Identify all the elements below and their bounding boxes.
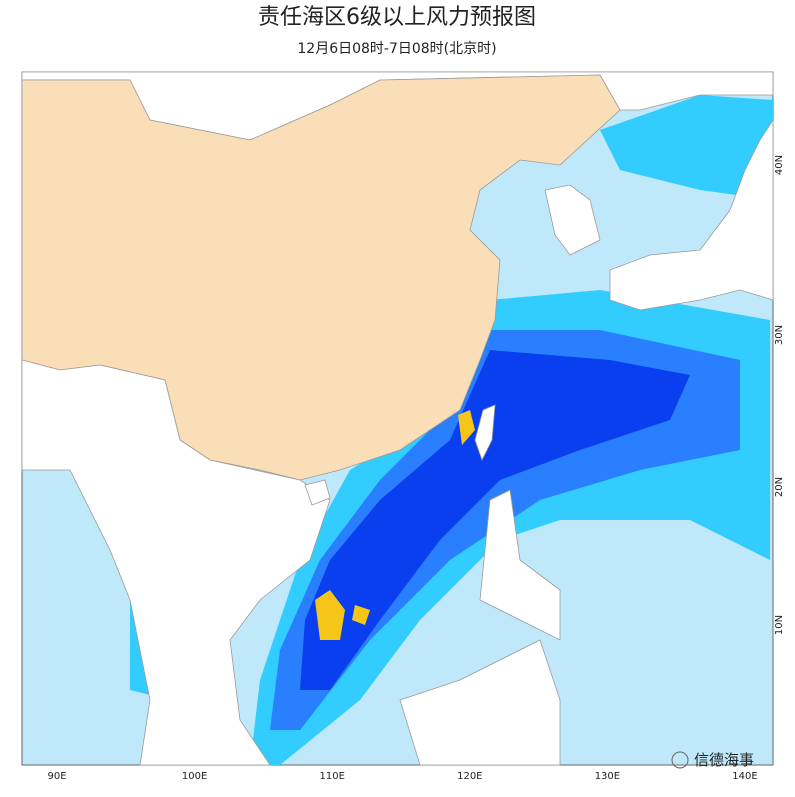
lon-label: 130E — [595, 771, 620, 782]
watermark: 信德海事 — [694, 751, 754, 769]
lon-label: 100E — [182, 771, 207, 782]
wind-zone-6 — [600, 95, 773, 200]
wind-zone-10 — [352, 605, 370, 625]
axis-labels: 90E 100E 110E 120E 130E 140E 10N 20N 30N 40N — [47, 155, 785, 782]
lon-label: 90E — [47, 771, 66, 782]
lat-label: 40N — [774, 155, 785, 175]
land-korea — [544, 184, 601, 256]
wind-zone-10 — [315, 590, 345, 640]
land-japan — [609, 118, 774, 311]
lat-label: 20N — [774, 477, 785, 497]
land-philippines — [479, 489, 561, 641]
wind-zone-8 — [300, 350, 690, 690]
land-taiwan — [474, 404, 496, 462]
lat-label: 30N — [774, 325, 785, 345]
land-borneo — [399, 639, 561, 766]
lon-label: 120E — [457, 771, 482, 782]
lat-label: 10N — [774, 615, 785, 635]
map-subtitle: 12月6日08时-7日08时(北京时) — [297, 41, 496, 57]
land-hainan — [304, 479, 331, 506]
wind-zone-10 — [458, 410, 475, 445]
lon-label: 110E — [319, 771, 344, 782]
map-title: 责任海区6级以上风力预报图 — [258, 5, 536, 30]
map-area — [21, 71, 774, 766]
lon-label: 140E — [732, 771, 757, 782]
watermark-icon — [671, 751, 689, 769]
land-indochina — [21, 359, 331, 766]
